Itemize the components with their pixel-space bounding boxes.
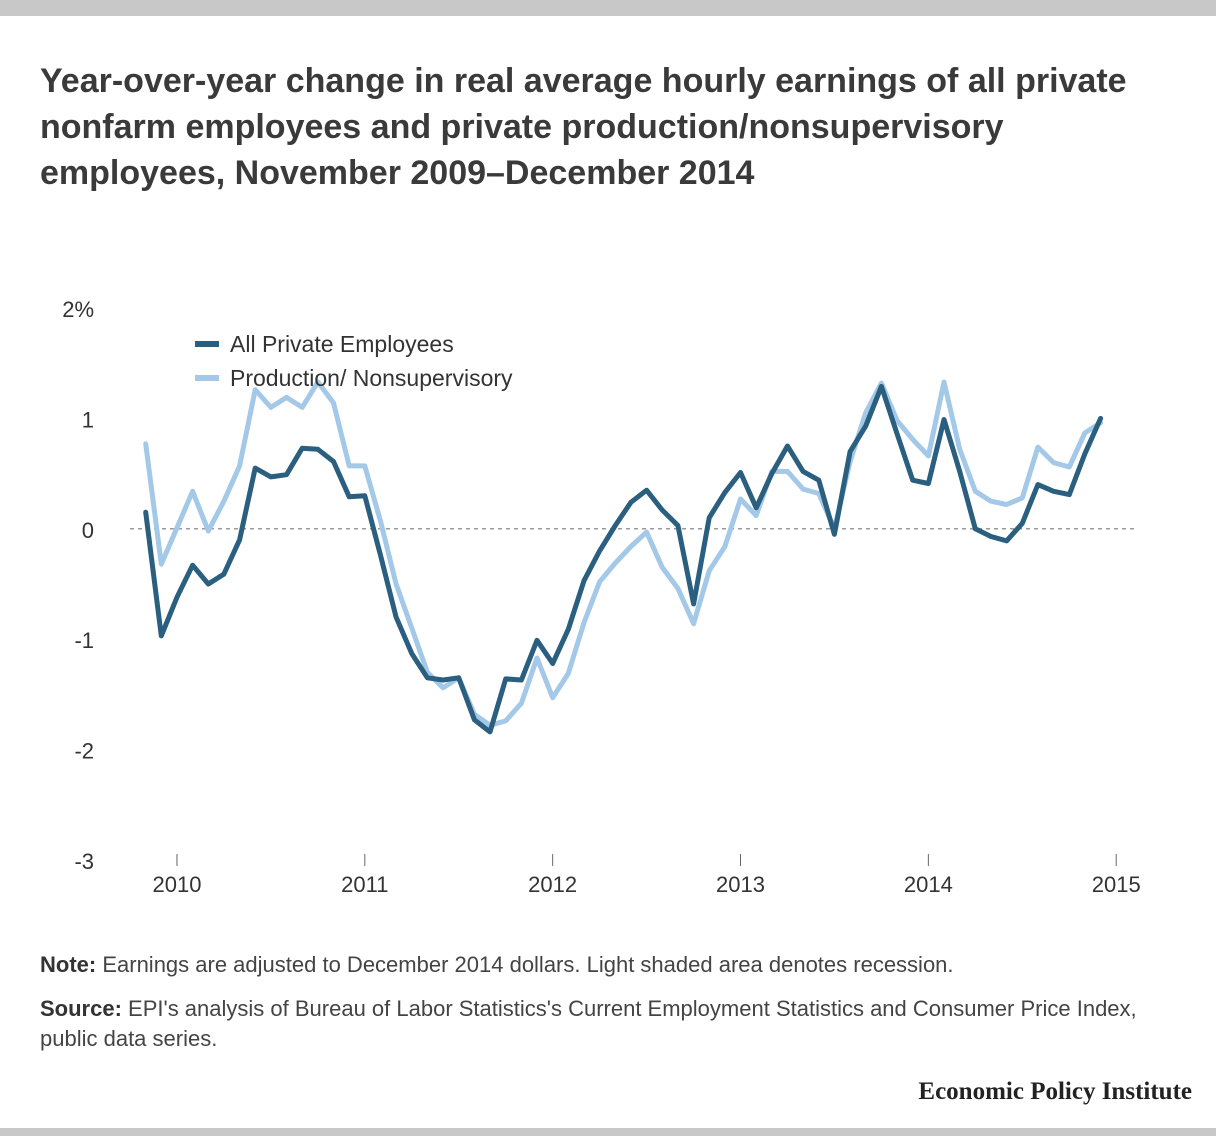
notes: Note: Earnings are adjusted to December … xyxy=(40,950,1170,1068)
legend: All Private Employees Production/ Nonsupe… xyxy=(195,331,513,391)
series-layer xyxy=(143,379,1104,735)
y-tick-label: -2 xyxy=(74,739,94,764)
chart: 2% 1 0 -1 -2 -3 2010 2011 2012 2013 2014 2015 All … xyxy=(62,297,1141,897)
note-body: Earnings are adjusted to December 2014 d… xyxy=(96,952,954,977)
y-tick-label: 1 xyxy=(82,407,94,432)
y-tick-label: 2% xyxy=(62,297,94,322)
x-tick-label: 2014 xyxy=(904,872,953,897)
y-tick-label: -3 xyxy=(74,849,94,874)
x-tick-label: 2012 xyxy=(528,872,577,897)
top-border xyxy=(0,0,1216,16)
note-label: Note: xyxy=(40,952,97,977)
x-tick-label: 2015 xyxy=(1092,872,1141,897)
y-axis: 2% 1 0 -1 -2 -3 xyxy=(62,297,94,874)
publisher-logo: Economic Policy Institute xyxy=(918,1078,1192,1105)
series-line-all-private xyxy=(143,383,1104,735)
series-line-production xyxy=(143,379,1104,728)
chart-title: Year-over-year change in real average ho… xyxy=(40,62,1127,192)
note-text: Note: Earnings are adjusted to December … xyxy=(40,950,1170,980)
x-tick-label: 2013 xyxy=(716,872,765,897)
legend-label: All Private Employees xyxy=(230,331,454,357)
bottom-border xyxy=(0,1128,1216,1136)
x-tick-label: 2011 xyxy=(341,872,388,897)
y-tick-label: 0 xyxy=(82,518,94,543)
source-label: Source: xyxy=(40,996,122,1021)
source-body: EPI's analysis of Bureau of Labor Statis… xyxy=(40,996,1137,1051)
y-tick-label: -1 xyxy=(74,628,94,653)
x-axis: 2010 2011 2012 2013 2014 2015 xyxy=(152,854,1141,897)
x-tick-label: 2010 xyxy=(152,872,201,897)
legend-label: Production/ Nonsupervisory xyxy=(230,365,513,391)
source-text: Source: EPI's analysis of Bureau of Labo… xyxy=(40,994,1170,1054)
